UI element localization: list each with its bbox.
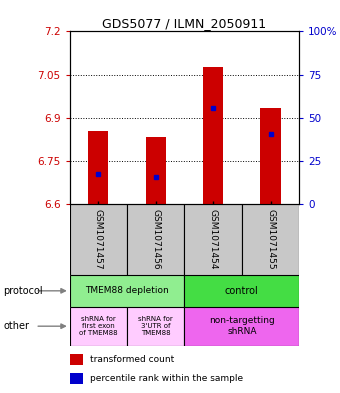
Bar — [184, 275, 299, 307]
Text: shRNA for
3'UTR of
TMEM88: shRNA for 3'UTR of TMEM88 — [138, 316, 173, 336]
Bar — [70, 373, 84, 384]
Text: other: other — [3, 321, 29, 331]
Bar — [70, 354, 84, 365]
Bar — [184, 307, 299, 346]
Text: non-targetting
shRNA: non-targetting shRNA — [209, 316, 275, 336]
Bar — [203, 68, 223, 204]
Text: shRNA for
first exon
of TMEM88: shRNA for first exon of TMEM88 — [79, 316, 118, 336]
Text: GSM1071454: GSM1071454 — [209, 209, 218, 270]
Bar — [88, 131, 108, 204]
Text: control: control — [225, 286, 259, 296]
Bar — [70, 204, 127, 275]
Text: GSM1071456: GSM1071456 — [151, 209, 160, 270]
Title: GDS5077 / ILMN_2050911: GDS5077 / ILMN_2050911 — [102, 17, 267, 30]
Bar — [242, 204, 299, 275]
Text: transformed count: transformed count — [90, 355, 175, 364]
Bar — [260, 108, 280, 204]
Text: TMEM88 depletion: TMEM88 depletion — [85, 286, 169, 295]
Text: percentile rank within the sample: percentile rank within the sample — [90, 375, 243, 383]
Bar — [127, 307, 184, 346]
Bar — [184, 204, 242, 275]
Text: GSM1071455: GSM1071455 — [266, 209, 275, 270]
Text: protocol: protocol — [3, 286, 43, 296]
Bar — [70, 275, 184, 307]
Bar — [127, 204, 184, 275]
Text: GSM1071457: GSM1071457 — [94, 209, 103, 270]
Bar — [146, 137, 166, 204]
Bar — [70, 307, 127, 346]
